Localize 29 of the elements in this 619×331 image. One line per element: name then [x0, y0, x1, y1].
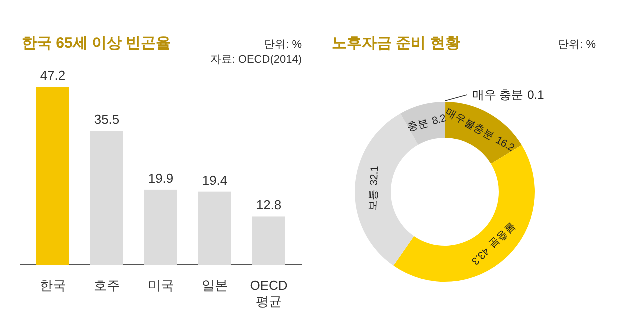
chart-title: 노후자금 준비 현황 [332, 35, 460, 52]
slice-label: 매우 충분 [472, 88, 524, 102]
data-label: 35.5 [94, 112, 120, 128]
text: 자료: OECD(2014) [210, 54, 302, 66]
bar [90, 131, 124, 265]
bar [252, 216, 286, 265]
slice-label: 보통 [367, 189, 380, 212]
slice-label: 충분 [406, 117, 430, 134]
data-label: 8.2 [431, 112, 448, 128]
data-label: 32.1 [368, 166, 382, 186]
chart-title: 한국 65세 이상 빈곤율 [22, 35, 172, 52]
x-tick-label: 미국 [148, 278, 174, 293]
x-tick-label: 호주 [94, 278, 120, 293]
bar [36, 87, 70, 265]
donut-slice [445, 102, 522, 164]
x-tick-label: 일본 [202, 278, 228, 293]
data-label: 19.4 [202, 172, 228, 188]
text: 단위: % [264, 39, 302, 51]
data-label: 43.3 [469, 245, 492, 268]
x-tick-label: OECD 평균 [250, 278, 288, 309]
bar [144, 190, 178, 265]
data-label: 12.8 [256, 198, 282, 213]
data-label: 19.9 [148, 170, 174, 186]
bar [198, 192, 232, 265]
x-tick-label: 한국 [40, 278, 66, 293]
data-label: 16.2 [494, 134, 517, 155]
data-label: 0.1 [528, 88, 545, 102]
text: 단위: % [558, 39, 596, 51]
data-label: 47.2 [40, 68, 66, 83]
